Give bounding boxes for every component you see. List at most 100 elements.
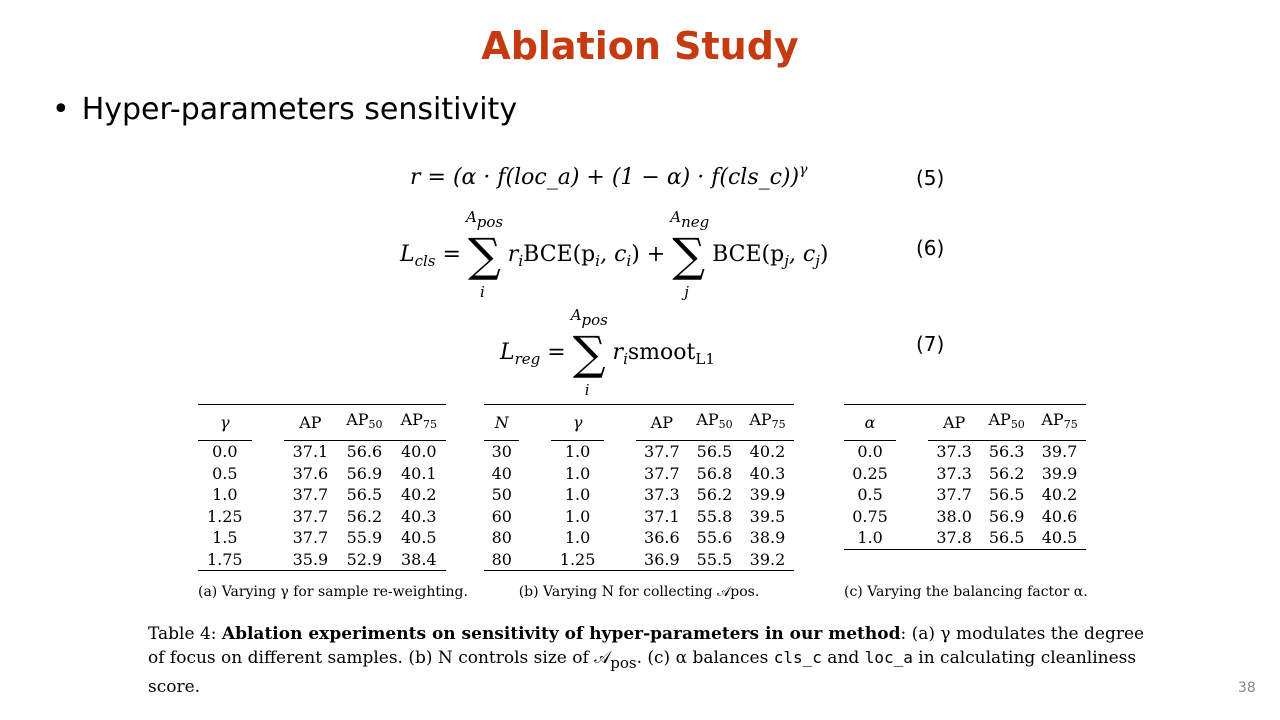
table-row: 0.0 37.1 56.6 40.0 — [198, 441, 446, 463]
table-row: 0.25 37.3 56.2 39.9 — [844, 463, 1086, 485]
table-cell: 38.4 — [400, 549, 437, 569]
table-cell: 55.9 — [346, 528, 383, 547]
table-cell: 1.0 — [564, 463, 591, 483]
table-header: AP50 — [337, 404, 392, 441]
table-cell: 0.5 — [857, 485, 883, 504]
equation-7: Lreg = ∑ Apos i rismootL1 — [500, 306, 715, 399]
table-cell: 38.0 — [936, 506, 972, 526]
table-caption: Table 4: Ablation experiments on sensiti… — [148, 624, 1145, 697]
table-cell: 80 — [491, 549, 512, 569]
table-cell: 56.8 — [696, 463, 733, 483]
table-cell: 1.0 — [564, 506, 591, 526]
table-cell: 56.9 — [988, 506, 1025, 526]
table-cell: 56.2 — [696, 485, 733, 504]
table-cell: 0.0 — [212, 442, 238, 461]
table-cell: 1.75 — [206, 549, 243, 569]
table-cell: 56.5 — [988, 485, 1025, 504]
table-row: 0.5 37.6 56.9 40.1 — [198, 463, 446, 485]
table-cell: 40.3 — [749, 463, 786, 483]
table-cell: 39.9 — [1041, 463, 1078, 483]
table-cell: 56.6 — [346, 442, 383, 461]
table-a-caption: (a) Varying γ for sample re-weighting. — [198, 584, 468, 600]
table-cell: 37.6 — [292, 463, 329, 483]
table-cell: 1.0 — [564, 485, 591, 504]
table-cell: 37.3 — [936, 463, 972, 483]
table-cell: 37.7 — [936, 485, 972, 504]
table-cell: 30 — [491, 442, 512, 461]
table-cell: 55.8 — [696, 506, 733, 526]
table-cell: 36.6 — [644, 528, 680, 547]
table-cell: 36.9 — [644, 549, 680, 569]
table-header: AP75 — [391, 404, 446, 441]
table-a: γ AP AP50 AP75 0.0 37.1 56.6 40.0 0.5 37.6 56.… — [198, 404, 446, 571]
table-row: 60 1.0 37.1 55.8 39.5 — [484, 506, 794, 528]
table-cell: 60 — [491, 506, 512, 526]
table-cell: 38.9 — [749, 528, 786, 547]
table-cell: 37.8 — [936, 528, 972, 547]
table-cell: 39.9 — [749, 485, 786, 504]
table-cell: 40.2 — [400, 485, 437, 504]
page-number: 38 — [1238, 680, 1256, 696]
table-cell: 1.25 — [559, 549, 596, 569]
table-cell: 1.0 — [564, 442, 591, 461]
table-cell: 37.7 — [644, 463, 680, 483]
table-cell: 39.2 — [749, 549, 786, 569]
table-cell: 40.0 — [400, 442, 437, 461]
table-row: 0.75 38.0 56.9 40.6 — [844, 506, 1086, 528]
table-cell: 37.7 — [292, 528, 329, 547]
table-cell: 1.0 — [212, 485, 238, 504]
table-cell: 56.5 — [346, 485, 383, 504]
table-cell: 1.5 — [212, 528, 238, 547]
table-b: N γ AP AP50 AP75 30 1.0 37.7 56.5 40.2 40 1.0 3… — [484, 404, 794, 571]
table-cell: 37.3 — [936, 442, 972, 461]
sum-symbol: ∑ Aneg j — [670, 208, 710, 301]
table-row: 80 1.0 36.6 55.6 38.9 — [484, 527, 794, 549]
equation-6: Lcls = ∑ Apos i riBCE(pi, ci) + ∑ Aneg j BCE… — [400, 208, 829, 301]
table-header: N — [484, 404, 520, 441]
table-row: 1.0 37.8 56.5 40.5 — [844, 527, 1086, 549]
table-header: α — [844, 404, 897, 441]
equation-number-6: (6) — [916, 236, 945, 260]
table-cell: 56.5 — [988, 528, 1025, 547]
table-cell: 56.3 — [988, 442, 1025, 461]
table-cell: 40.1 — [400, 463, 437, 483]
table-cell: 40.6 — [1041, 506, 1078, 526]
table-header: AP — [928, 404, 981, 441]
table-header: AP75 — [740, 404, 794, 441]
table-cell: 55.6 — [696, 528, 733, 547]
table-cell: 80 — [491, 528, 512, 547]
table-row: 1.75 35.9 52.9 38.4 — [198, 549, 446, 571]
table-cell: 1.25 — [206, 506, 243, 526]
table-header: AP50 — [687, 404, 741, 441]
table-cell: 39.5 — [749, 506, 786, 526]
bullet-text: Hyper-parameters sensitivity — [81, 92, 518, 127]
table-cell: 35.9 — [292, 549, 329, 569]
table-row: 1.5 37.7 55.9 40.5 — [198, 527, 446, 549]
table-header: γ — [198, 404, 252, 441]
table-cell: 1.0 — [857, 528, 883, 547]
table-cell: 1.0 — [564, 528, 591, 547]
table-cell: 39.7 — [1041, 442, 1078, 461]
table-cell: 37.7 — [292, 506, 329, 526]
table-cell: 37.1 — [292, 442, 329, 461]
eq5-body: (α · f(loc_a) + (1 − α) · f(cls_c)) — [452, 165, 800, 190]
table-cell: 56.2 — [988, 463, 1025, 483]
table-c: α AP AP50 AP75 0.0 37.3 56.3 39.7 0.25 37.3 56… — [844, 404, 1086, 550]
table-row: 30 1.0 37.7 56.5 40.2 — [484, 441, 794, 463]
table-row: 1.25 37.7 56.2 40.3 — [198, 506, 446, 528]
table-cell: 0.25 — [852, 463, 888, 483]
table-cell: 52.9 — [346, 549, 383, 569]
table-cell: 56.5 — [696, 442, 733, 461]
table-cell: 56.2 — [346, 506, 383, 526]
table-row: 1.0 37.7 56.5 40.2 — [198, 484, 446, 506]
table-row: 0.0 37.3 56.3 39.7 — [844, 441, 1086, 463]
table-header: AP75 — [1033, 404, 1086, 441]
table-cell: 40.5 — [400, 528, 437, 547]
table-cell: 37.1 — [644, 506, 680, 526]
bullet-item: • Hyper-parameters sensitivity — [52, 92, 517, 127]
table-cell: 40.2 — [749, 442, 786, 461]
slide-title: Ablation Study — [481, 24, 799, 68]
table-cell: 37.7 — [644, 442, 680, 461]
table-cell: 0.5 — [212, 463, 238, 483]
table-cell: 40.3 — [400, 506, 437, 526]
